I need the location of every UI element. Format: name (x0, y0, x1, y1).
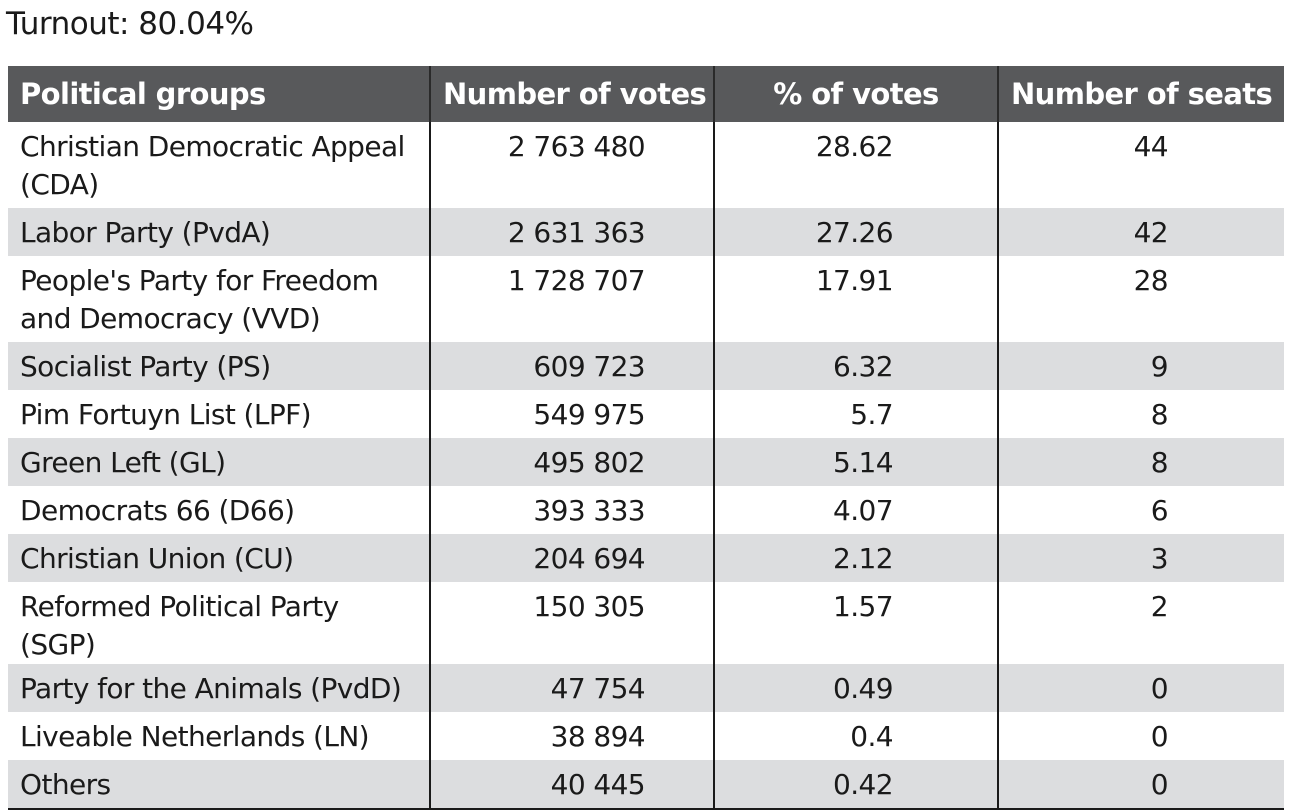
seat-count: 0 (997, 664, 1284, 712)
party-name: Christian Democratic Appeal (CDA) (8, 122, 430, 208)
table-row: Socialist Party (PS) 609 723 6.32 9 (8, 342, 1284, 390)
table-row: Green Left (GL) 495 802 5.14 8 (8, 438, 1284, 486)
vote-percent: 4.07 (713, 486, 998, 534)
vote-count: 47 754 (429, 664, 714, 712)
vote-count: 609 723 (429, 342, 714, 390)
header-percent-of-votes: % of votes (713, 66, 998, 122)
party-name: Green Left (GL) (8, 438, 430, 486)
table-row: Pim Fortuyn List (LPF) 549 975 5.7 8 (8, 390, 1284, 438)
table-row: Democrats 66 (D66) 393 333 4.07 6 (8, 486, 1284, 534)
vote-percent: 0.4 (713, 712, 998, 760)
header-political-groups: Political groups (8, 66, 430, 122)
seat-count: 44 (997, 122, 1284, 208)
party-name: Liveable Netherlands (LN) (8, 712, 430, 760)
vote-percent: 2.12 (713, 534, 998, 582)
vote-percent: 28.62 (713, 122, 998, 208)
vote-count: 150 305 (429, 582, 714, 664)
vote-count: 2 763 480 (429, 122, 714, 208)
seat-count: 0 (997, 760, 1284, 810)
party-name: Socialist Party (PS) (8, 342, 430, 390)
table-row: Reformed Political Party (SGP) 150 305 1… (8, 582, 1284, 664)
vote-percent: 6.32 (713, 342, 998, 390)
vote-count: 495 802 (429, 438, 714, 486)
vote-percent: 27.26 (713, 208, 998, 256)
table-row: Party for the Animals (PvdD) 47 754 0.49… (8, 664, 1284, 712)
vote-count: 1 728 707 (429, 256, 714, 342)
turnout-value: 80.04% (138, 6, 254, 42)
seat-count: 6 (997, 486, 1284, 534)
table-row: Liveable Netherlands (LN) 38 894 0.4 0 (8, 712, 1284, 760)
table-row: Christian Democratic Appeal (CDA) 2 763 … (8, 122, 1284, 208)
seat-count: 8 (997, 390, 1284, 438)
turnout-line: Turnout: 80.04% (6, 6, 254, 42)
vote-count: 204 694 (429, 534, 714, 582)
header-number-of-votes: Number of votes (429, 66, 714, 122)
vote-percent: 0.49 (713, 664, 998, 712)
seat-count: 42 (997, 208, 1284, 256)
vote-percent: 1.57 (713, 582, 998, 664)
vote-count: 393 333 (429, 486, 714, 534)
vote-count: 40 445 (429, 760, 714, 810)
party-name: People's Party for Freedom and Democracy… (8, 256, 430, 342)
vote-percent: 0.42 (713, 760, 998, 810)
party-name: Others (8, 760, 430, 810)
election-results-table: Political groups Number of votes % of vo… (8, 66, 1284, 810)
party-name: Pim Fortuyn List (LPF) (8, 390, 430, 438)
vote-percent: 17.91 (713, 256, 998, 342)
seat-count: 8 (997, 438, 1284, 486)
party-name: Reformed Political Party (SGP) (8, 582, 430, 664)
party-name: Labor Party (PvdA) (8, 208, 430, 256)
seat-count: 28 (997, 256, 1284, 342)
seat-count: 2 (997, 582, 1284, 664)
table-row: People's Party for Freedom and Democracy… (8, 256, 1284, 342)
header-number-of-seats: Number of seats (997, 66, 1284, 122)
party-name: Democrats 66 (D66) (8, 486, 430, 534)
seat-count: 3 (997, 534, 1284, 582)
vote-count: 38 894 (429, 712, 714, 760)
table-body: Christian Democratic Appeal (CDA) 2 763 … (8, 122, 1284, 810)
seat-count: 9 (997, 342, 1284, 390)
table-row: Christian Union (CU) 204 694 2.12 3 (8, 534, 1284, 582)
table-row: Others 40 445 0.42 0 (8, 760, 1284, 810)
turnout-label: Turnout: (6, 6, 129, 42)
party-name: Party for the Animals (PvdD) (8, 664, 430, 712)
table-row: Labor Party (PvdA) 2 631 363 27.26 42 (8, 208, 1284, 256)
seat-count: 0 (997, 712, 1284, 760)
party-name: Christian Union (CU) (8, 534, 430, 582)
vote-percent: 5.7 (713, 390, 998, 438)
vote-count: 2 631 363 (429, 208, 714, 256)
table-header: Political groups Number of votes % of vo… (8, 66, 1284, 122)
vote-count: 549 975 (429, 390, 714, 438)
vote-percent: 5.14 (713, 438, 998, 486)
